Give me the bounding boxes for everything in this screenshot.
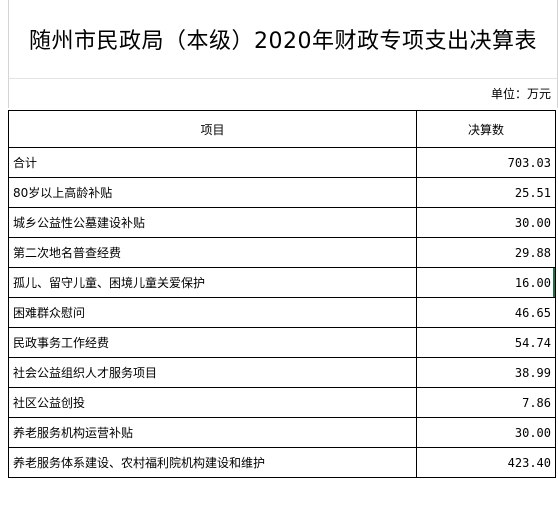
amount-cell[interactable]: 38.99 bbox=[416, 357, 556, 388]
expenditure-table: 项目 决算数 合计 703.03 80岁以上高龄补贴 25.51 城乡公益性公墓… bbox=[8, 110, 556, 478]
unit-cell[interactable]: 单位：万元 bbox=[8, 78, 558, 108]
table-row: 社会公益组织人才服务项目 38.99 bbox=[8, 357, 556, 388]
table-row: 孤儿、留守儿童、困境儿童关爱保护 16.00 bbox=[8, 267, 556, 298]
unit-label: 单位：万元 bbox=[490, 87, 551, 101]
amount-cell[interactable]: 7.86 bbox=[416, 387, 556, 418]
amount-cell[interactable]: 30.00 bbox=[416, 207, 556, 238]
header-row: 项目 决算数 bbox=[8, 110, 556, 148]
table-row: 养老服务机构运营补贴 30.00 bbox=[8, 417, 556, 448]
table-row: 民政事务工作经费 54.74 bbox=[8, 327, 556, 358]
item-cell[interactable]: 城乡公益性公墓建设补贴 bbox=[8, 207, 417, 238]
amount-cell[interactable]: 54.74 bbox=[416, 327, 556, 358]
sheet-title: 随州市民政局（本级）2020年财政专项支出决算表 bbox=[29, 29, 537, 54]
table-row: 第二次地名普查经费 29.88 bbox=[8, 237, 556, 268]
table-row: 80岁以上高龄补贴 25.51 bbox=[8, 177, 556, 208]
item-cell[interactable]: 民政事务工作经费 bbox=[8, 327, 417, 358]
table-row: 合计 703.03 bbox=[8, 147, 556, 178]
item-cell[interactable]: 第二次地名普查经费 bbox=[8, 237, 417, 268]
amount-cell[interactable]: 30.00 bbox=[416, 417, 556, 448]
header-item-cell[interactable]: 项目 bbox=[8, 110, 417, 148]
item-cell[interactable]: 合计 bbox=[8, 147, 417, 178]
amount-cell-selected[interactable]: 16.00 bbox=[416, 267, 556, 298]
amount-cell[interactable]: 423.40 bbox=[416, 447, 556, 478]
amount-cell[interactable]: 703.03 bbox=[416, 147, 556, 178]
item-cell[interactable]: 社区公益创投 bbox=[8, 387, 417, 418]
table-row: 城乡公益性公墓建设补贴 30.00 bbox=[8, 207, 556, 238]
item-cell[interactable]: 80岁以上高龄补贴 bbox=[8, 177, 417, 208]
amount-cell[interactable]: 46.65 bbox=[416, 297, 556, 328]
item-cell[interactable]: 困难群众慰问 bbox=[8, 297, 417, 328]
table-row: 社区公益创投 7.86 bbox=[8, 387, 556, 418]
table-row: 困难群众慰问 46.65 bbox=[8, 297, 556, 328]
amount-cell[interactable]: 29.88 bbox=[416, 237, 556, 268]
item-cell[interactable]: 社会公益组织人才服务项目 bbox=[8, 357, 417, 388]
item-cell[interactable]: 孤儿、留守儿童、困境儿童关爱保护 bbox=[8, 267, 417, 298]
item-cell[interactable]: 养老服务体系建设、农村福利院机构建设和维护 bbox=[8, 447, 417, 478]
item-cell[interactable]: 养老服务机构运营补贴 bbox=[8, 417, 417, 448]
amount-cell[interactable]: 25.51 bbox=[416, 177, 556, 208]
title-cell[interactable]: 随州市民政局（本级）2020年财政专项支出决算表 bbox=[8, 0, 558, 78]
table-row: 养老服务体系建设、农村福利院机构建设和维护 423.40 bbox=[8, 447, 556, 478]
header-amount-cell[interactable]: 决算数 bbox=[416, 110, 556, 148]
